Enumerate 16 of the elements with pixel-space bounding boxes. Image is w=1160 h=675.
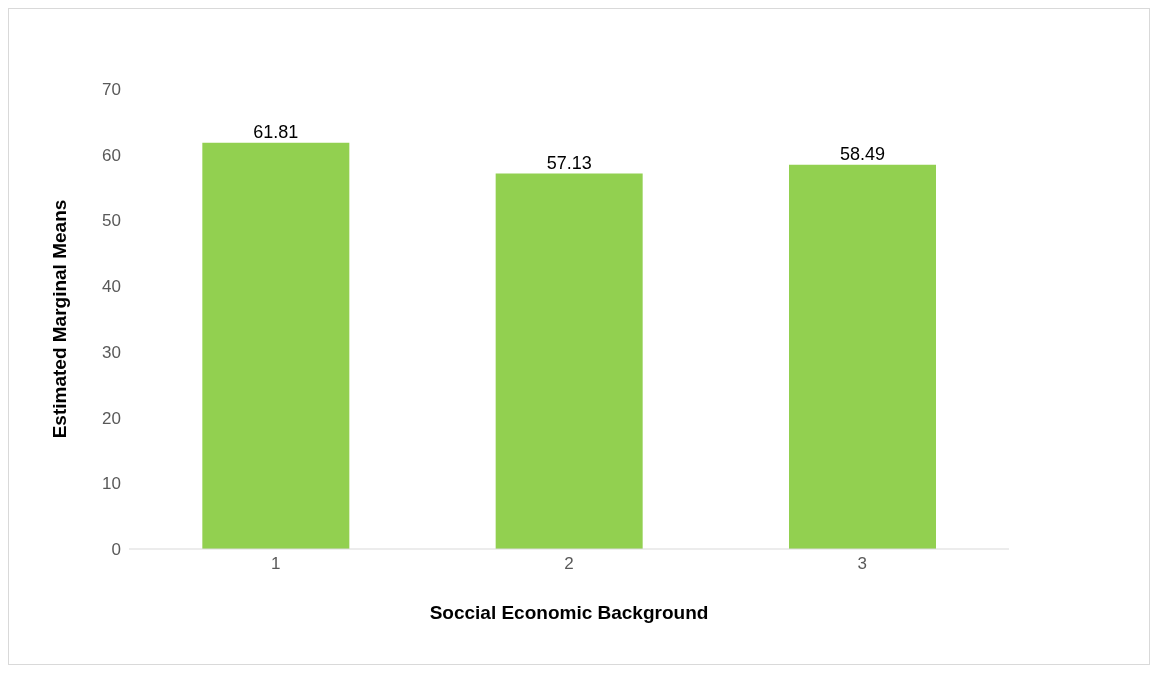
x-axis-title: Soccial Economic Background [429, 602, 709, 623]
y-tick-label: 20 [102, 408, 121, 428]
y-tick-label: 10 [102, 474, 121, 494]
y-tick-label: 60 [102, 145, 121, 165]
data-label: 57.13 [546, 152, 592, 173]
x-tick-label: 1 [270, 554, 281, 574]
y-tick-label: 30 [102, 342, 121, 362]
data-label: 61.81 [253, 121, 299, 142]
y-tick-label: 0 [111, 540, 121, 560]
data-label: 58.49 [839, 143, 886, 164]
y-axis-title: Estimated Marginal Means [48, 199, 70, 439]
y-tick-label: 40 [102, 277, 121, 297]
x-tick-label: 2 [564, 554, 574, 574]
y-tick-label: 50 [102, 211, 121, 231]
x-tick-label: 3 [857, 554, 868, 574]
y-tick-label: 70 [102, 80, 121, 100]
